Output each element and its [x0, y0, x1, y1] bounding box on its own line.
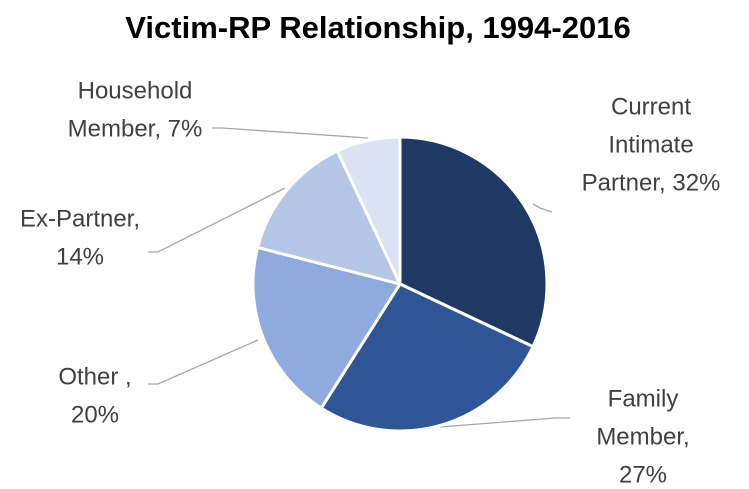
pie-slice: [398, 135, 549, 349]
data-label: Family: [608, 385, 679, 412]
leader-line: [439, 417, 570, 428]
data-label: Partner, 32%: [582, 169, 721, 196]
data-label: Member, 7%: [68, 115, 203, 142]
data-label: 20%: [71, 401, 119, 428]
pie-slice: [251, 245, 403, 411]
data-label: Member,: [596, 423, 689, 450]
leader-line: [148, 187, 286, 253]
data-label: Other ,: [58, 363, 131, 390]
data-label: Ex-Partner,: [20, 205, 140, 232]
data-label: Household: [78, 77, 193, 104]
data-label: 14%: [56, 243, 104, 270]
pie-slice: [319, 282, 536, 433]
leader-line: [148, 339, 259, 385]
data-label: Intimate: [608, 131, 693, 158]
data-label: Current: [611, 93, 691, 120]
leader-line: [212, 127, 369, 139]
pie-slice: [255, 148, 403, 287]
pie-slice: [335, 135, 402, 285]
chart-title: Victim-RP Relationship, 1994-2016: [125, 10, 630, 45]
leader-lines: [148, 127, 570, 428]
leader-line: [532, 203, 553, 213]
data-label: 27%: [619, 461, 667, 488]
